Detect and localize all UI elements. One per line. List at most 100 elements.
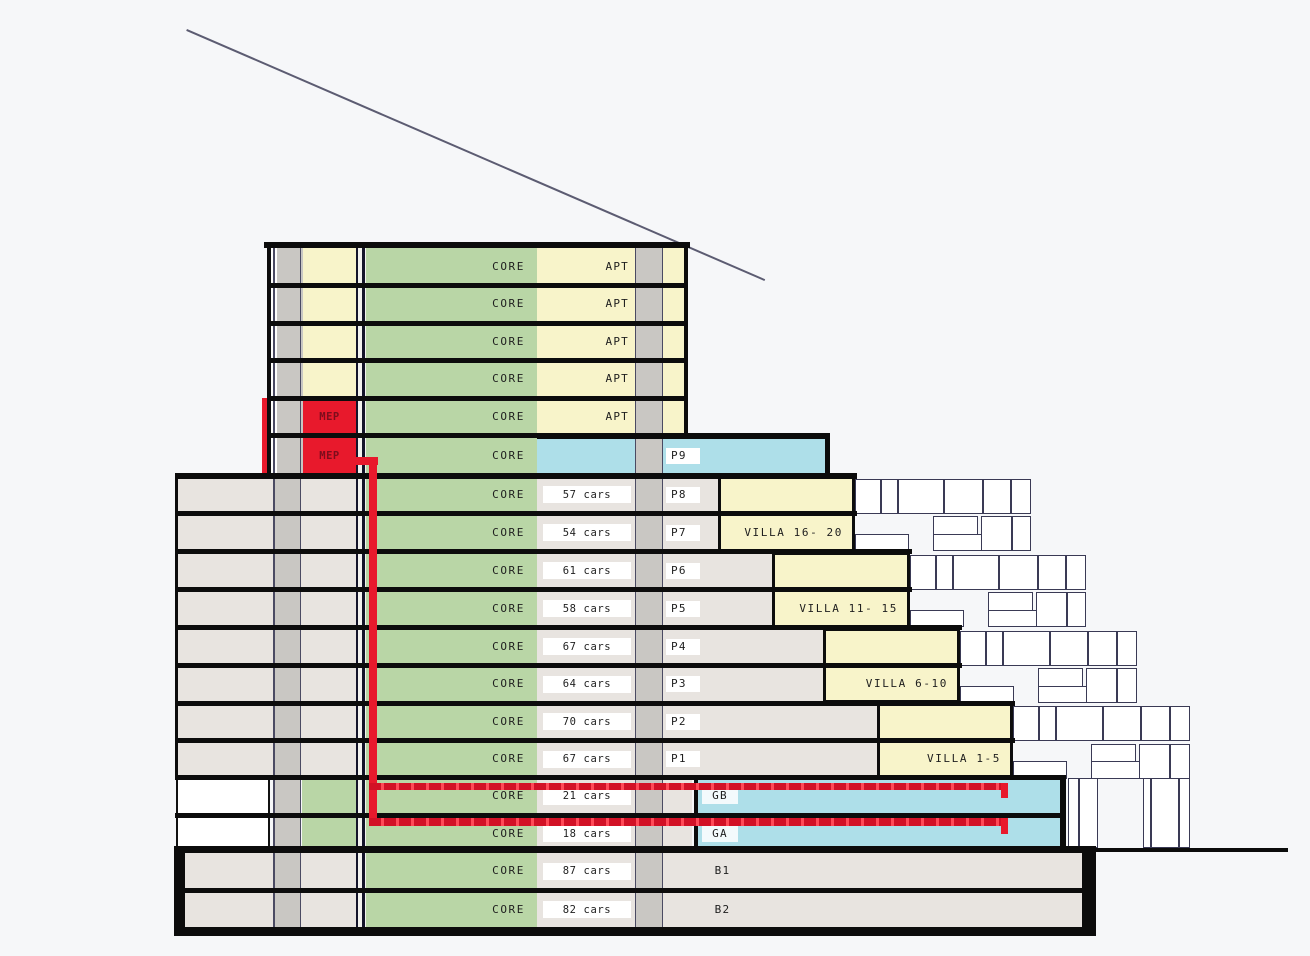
cars-count-box (543, 713, 631, 731)
floor-slab-line (175, 738, 1015, 743)
shaft-strip (636, 513, 663, 552)
core-label: CORE (492, 297, 525, 311)
tower-right-bay (663, 398, 684, 436)
floor-slab-line (268, 433, 537, 438)
apt-label: APT (605, 372, 629, 386)
wing-left-wall (175, 474, 178, 778)
shaft-strip (636, 435, 663, 476)
garage-level-box (702, 788, 738, 805)
garage-right-wall (1060, 777, 1066, 852)
floor-slab-line (184, 887, 1082, 893)
core-wall-gap (356, 777, 366, 815)
tower-right-bay (663, 285, 684, 323)
cars-count-box (543, 750, 631, 768)
cars-count-label: 54 cars (562, 526, 612, 539)
core-label: CORE (492, 409, 525, 423)
apt-label: APT (605, 334, 629, 348)
cars-count-label: 18 cars (562, 827, 612, 840)
core-zone (366, 513, 537, 552)
core-wall-gap (356, 589, 366, 628)
terrace-divider (1002, 631, 1004, 665)
floor-slab-line (175, 663, 962, 668)
villa-label: VILLA 16- 20 (744, 525, 843, 539)
parking-level-label: P7 (671, 525, 687, 539)
terrace-divider (1010, 479, 1012, 513)
core-wall-gap (356, 703, 366, 741)
core-wall-gap (356, 740, 366, 778)
shaft-strip (636, 475, 663, 514)
shaft-strip (636, 589, 663, 628)
wing-column-strip (273, 589, 300, 628)
terrace-divider (982, 479, 984, 513)
core-label: CORE (492, 714, 525, 728)
core-label: CORE (492, 639, 525, 653)
mep-label: MEP (319, 449, 340, 462)
west-wing-floor (176, 627, 356, 666)
tower-left-wall (266, 245, 271, 477)
core-wall-gap (356, 285, 366, 323)
terrace-divider (1116, 631, 1118, 665)
parking-level-label: P1 (671, 752, 687, 765)
core-wall-gap (356, 627, 366, 666)
tower-column-strip (277, 360, 303, 398)
apartment-zone (537, 248, 636, 286)
cars-count-box (543, 675, 631, 693)
terrace-divider (943, 479, 945, 513)
route-lower-line (368, 818, 1008, 826)
garage-left-wall (694, 777, 698, 852)
tower-column-strip (277, 248, 303, 286)
shaft-strip (636, 398, 663, 436)
apt-label: APT (605, 409, 629, 423)
wing-column-strip (273, 740, 300, 778)
mep-label: MEP (319, 410, 340, 423)
wing-column-strip (273, 513, 300, 552)
cars-count-label: 67 cars (562, 753, 612, 765)
wing-column-strip (273, 777, 300, 815)
core-label: CORE (492, 334, 525, 348)
core-label: CORE (492, 601, 525, 615)
core-label: CORE (492, 448, 525, 462)
core-zone (366, 285, 537, 323)
core-wall-gap (356, 815, 366, 852)
terrace-block (1139, 743, 1190, 779)
parking-level-label: P4 (671, 639, 687, 653)
cars-count-box (543, 562, 631, 579)
route-stub (352, 456, 378, 465)
terrace-divider (1066, 593, 1068, 626)
core-zone (366, 890, 537, 929)
parking-level-box (666, 751, 700, 767)
terrace-divider (1116, 669, 1118, 702)
terrace-block (1086, 668, 1137, 703)
parking-level-box (666, 562, 700, 579)
p9-deck-right-wall (825, 435, 830, 476)
tower-left-bay (303, 360, 356, 398)
wing-column-strip (273, 815, 300, 852)
floor-slab-line (175, 700, 1015, 706)
parking-level-box (666, 600, 700, 617)
terrace-divider (985, 631, 987, 665)
cars-count-label: 21 cars (562, 790, 612, 803)
terrace-block (1068, 777, 1098, 848)
villa-label: VILLA 6-10 (865, 677, 948, 691)
villa-label: VILLA 1-5 (926, 751, 1001, 765)
core-zone (366, 627, 537, 666)
core-label: CORE (492, 259, 525, 273)
floor-slab-line (175, 587, 912, 592)
cars-count-label: 61 cars (562, 564, 612, 577)
core-wall-line (355, 245, 358, 927)
cars-count-box (543, 825, 631, 842)
wing-column-strip (273, 703, 300, 741)
floor-slab-line (264, 242, 690, 248)
core-label: CORE (492, 752, 525, 765)
shaft-strip (636, 665, 663, 703)
apartment-zone (537, 323, 636, 361)
parking-level-label: P5 (671, 601, 687, 615)
villa-label: VILLA 11- 15 (799, 601, 898, 615)
tower-left-bay (303, 323, 356, 361)
parking-level-box (666, 713, 700, 730)
wing-column-strip (273, 852, 300, 890)
parking-level-box (666, 638, 700, 655)
core-zone (366, 398, 537, 436)
shaft-strip (636, 890, 663, 929)
